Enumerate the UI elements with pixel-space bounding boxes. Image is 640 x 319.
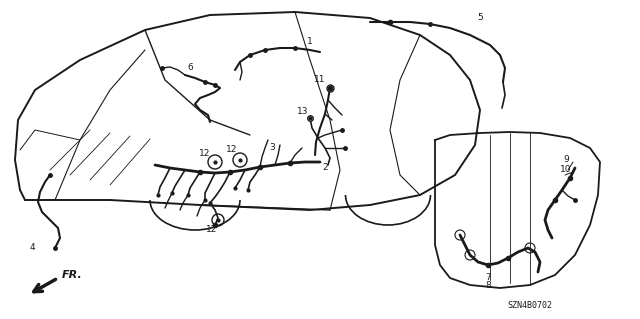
Text: SZN4B0702: SZN4B0702 xyxy=(508,300,552,309)
Text: 9: 9 xyxy=(563,155,569,165)
Text: 1: 1 xyxy=(307,38,313,47)
Text: 13: 13 xyxy=(297,108,308,116)
Text: 7: 7 xyxy=(485,273,491,283)
Text: 10: 10 xyxy=(560,166,572,174)
Text: 8: 8 xyxy=(485,281,491,291)
Text: 2: 2 xyxy=(322,164,328,173)
Text: 6: 6 xyxy=(187,63,193,72)
Text: 4: 4 xyxy=(29,243,35,253)
Text: 3: 3 xyxy=(269,144,275,152)
Text: 12: 12 xyxy=(199,149,211,158)
Text: FR.: FR. xyxy=(62,270,83,280)
Text: 12: 12 xyxy=(206,226,218,234)
Text: 12: 12 xyxy=(227,145,237,154)
Text: 11: 11 xyxy=(314,76,326,85)
Text: 5: 5 xyxy=(477,12,483,21)
